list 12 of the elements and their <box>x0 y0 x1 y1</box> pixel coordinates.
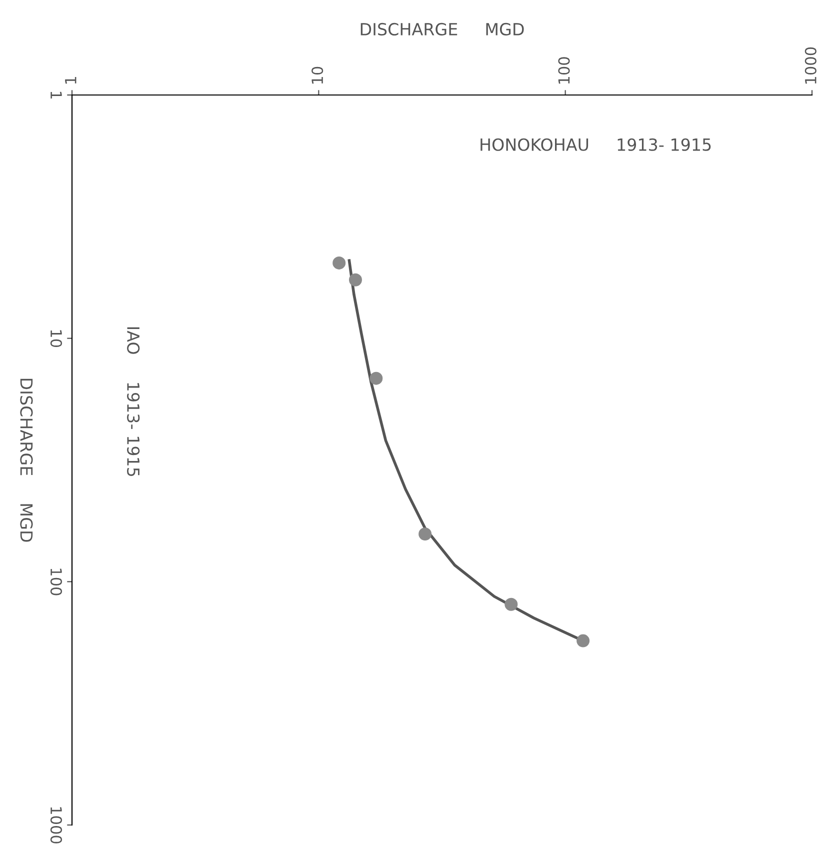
x-tick-label: 1 <box>65 76 76 84</box>
annotation: HONOKOHAU 1913- 1915 <box>480 138 711 151</box>
x-tick-label: 1000 <box>804 47 816 84</box>
x-tick-label: 100 <box>558 57 570 84</box>
y-tick-label: 1000 <box>50 807 62 844</box>
x-tick-label: 10 <box>312 66 324 84</box>
y-axis-title: DISCHARGE MGD <box>20 378 33 542</box>
y-tick-label: 1 <box>50 92 62 98</box>
x-axis-title: DISCHARGE MGD <box>360 22 524 36</box>
y-tick-label: 100 <box>50 568 62 596</box>
annotation: IAO 1913- 1915 <box>127 327 140 476</box>
y-tick-label: 10 <box>50 330 62 348</box>
